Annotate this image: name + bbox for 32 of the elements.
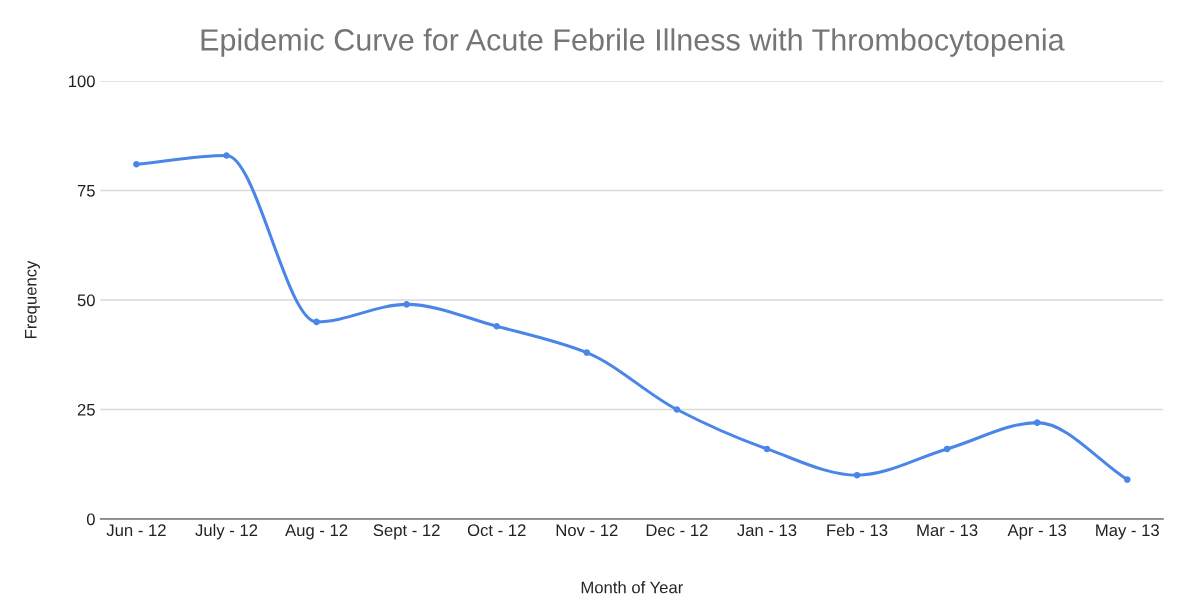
y-tick-label: 50 (77, 294, 95, 307)
chart-title: Epidemic Curve for Acute Febrile Illness with Thrombocytopenia (201, 28, 1065, 57)
y-tick-label: 75 (77, 185, 95, 197)
x-tick-label: May - 13 (1096, 524, 1159, 540)
x-tick-label: Oct - 12 (467, 524, 526, 537)
x-tick-label: Jan - 13 (737, 524, 797, 537)
x-tick-label: July - 12 (195, 523, 258, 540)
x-axis-title: Month of Year (581, 581, 683, 594)
y-tick-label: 25 (77, 403, 95, 416)
point (223, 152, 230, 159)
x-tick-label: Dec - 12 (646, 524, 708, 537)
x-tick-label: Apr - 13 (1007, 524, 1067, 540)
point (853, 471, 861, 479)
x-tick-label: Jun - 12 (106, 524, 166, 537)
point (493, 322, 501, 330)
x-tick-label: Sept - 12 (373, 524, 440, 540)
point (673, 406, 681, 413)
x-tick-label: Aug - 12 (285, 524, 348, 540)
point (763, 445, 771, 453)
point (313, 318, 320, 326)
x-tick-label: Feb - 13 (827, 523, 888, 537)
point (1123, 476, 1131, 483)
point (133, 160, 140, 168)
y-axis-title: Frequency (25, 260, 40, 338)
point (403, 301, 410, 308)
y-tick-label: 0 (86, 513, 95, 526)
y-tick-label: 100 (68, 75, 95, 88)
x-tick-label: Mar - 13 (917, 524, 978, 537)
point (943, 445, 951, 453)
x-tick-label: Nov - 12 (556, 524, 618, 537)
point (583, 349, 591, 356)
point (1033, 419, 1041, 426)
